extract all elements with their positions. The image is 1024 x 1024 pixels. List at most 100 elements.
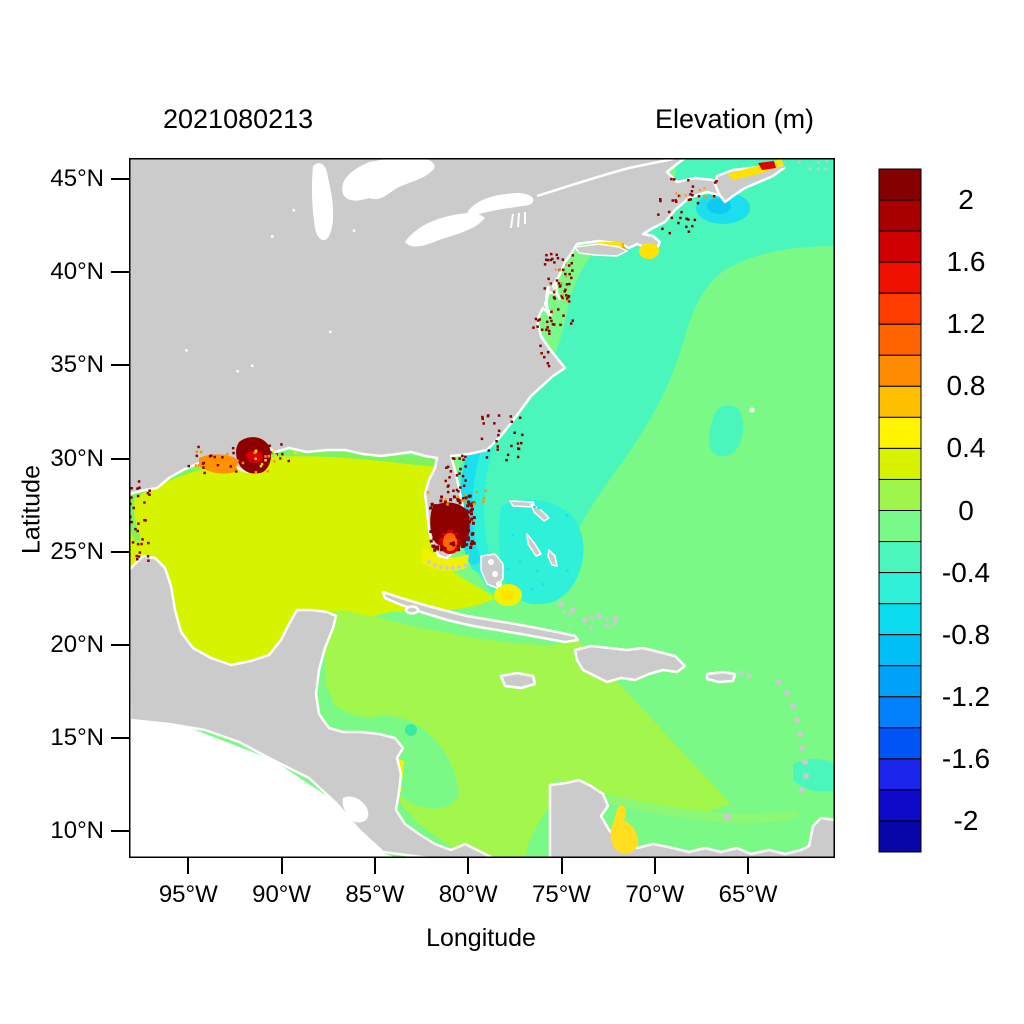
island-eleuthera [526,533,542,557]
island-hispaniola [573,644,687,684]
colorbar-segment [878,323,922,356]
x-tick-mark [560,858,563,874]
plot-border [129,158,835,858]
colorbar-tick-label: 2 [958,184,974,215]
colorbar-segment [878,603,922,636]
colorbar-segment [878,447,922,480]
colorbar-segment [878,416,922,449]
cape-cod-yellow-spot [639,243,659,259]
x-tick-mark [747,858,750,874]
y-tick-label: 40°N [50,258,104,286]
x-tick-mark [373,858,376,874]
bahamas-turquoise-pool [499,499,584,605]
chesapeake-bay [545,285,552,317]
colorbar-segment [878,354,922,387]
x-tick-mark [187,858,190,874]
y-tick-label: 10°N [50,816,104,844]
lake-erie [405,213,485,247]
gulf-of-mexico [129,445,495,664]
colorbar-segment [878,292,922,325]
x-tick-label: 95°W [158,881,218,908]
colorbar-segment [878,789,922,822]
island-jamaica [499,671,537,690]
colorbar-segment [878,820,922,853]
small-island-layer [427,407,809,821]
x-tick-label: 80°W [438,881,498,908]
colorbar-segment [878,696,922,729]
x-tick-label: 70°W [625,881,685,908]
colorbar-segment [878,572,922,605]
colorbar-tick-label: -1.2 [941,680,991,712]
inland-water-layer [311,158,674,823]
lake-nicaragua [342,796,369,823]
y-tick-label: 35°N [50,351,104,379]
x-tick-label: 65°W [718,881,778,908]
y-tick-mark [111,550,129,553]
colorbar-segment [878,261,922,294]
colorbar-segment [878,168,922,201]
colorbar-segment [878,510,922,543]
colorbar-tick-label: 0.8 [946,370,986,402]
colorbar-segment [878,385,922,418]
y-tick-mark [111,364,129,367]
x-tick-mark [280,858,283,874]
colorbar-title: Elevation (m) [655,104,815,134]
colorbar-tick-label: 1.2 [946,308,986,340]
plot-timestamp-title: 2021080213 [163,104,314,134]
colorbar-segment [878,478,922,512]
colorbar [878,168,922,853]
island-cuba [381,590,580,644]
y-tick-mark [111,829,129,832]
y-tick-label: 30°N [50,444,104,472]
bermuda-aqua-patch [708,405,744,457]
colorbar-tick-label: 0.4 [946,432,986,464]
y-axis-title: Latitude [17,465,46,554]
x-tick-label: 75°W [532,881,591,908]
extreme-cells-layer [199,159,784,854]
colorbar-segment [878,665,922,698]
colorbar-segment [878,634,922,667]
y-tick-mark [111,736,129,739]
lake-huron [342,158,435,201]
x-axis-title: Longitude [426,924,536,952]
colorbar-segment [878,230,922,263]
x-tick-mark [653,858,656,874]
colorbar-tick-label: -1.6 [941,742,991,774]
cay-sal-core [501,590,515,600]
mississippi-delta-red-core [245,451,263,463]
y-tick-label: 15°N [50,723,104,751]
colorbar-segment [878,727,922,760]
island-puerto-rico [705,670,737,684]
se-aqua-patch [793,758,835,792]
honduras-aqua-dot [405,724,417,736]
finger-lakes [510,212,526,229]
nova-scotia-red-spot [758,161,776,170]
island-isla-juventud [404,605,420,615]
y-tick-mark [111,178,129,181]
land-south-america [548,778,835,858]
colorbar-segment [878,199,922,232]
lake-michigan [311,163,334,241]
lake-ontario [467,193,534,216]
coastal-speckle-layer [129,159,828,630]
island-cat [547,549,558,567]
y-tick-mark [111,643,129,646]
florida-keys-yellow [421,548,469,571]
y-tick-mark [111,271,129,274]
land-layer [129,158,835,858]
x-tick-label: 90°W [252,881,312,908]
nw-atlantic-tongue [457,158,835,602]
colorbar-segment [878,541,922,574]
colorbar-tick-label: 0 [958,494,974,526]
colorbar-tick-label: 1.6 [946,246,986,278]
colorbar-tick-label: -0.4 [941,556,991,588]
y-tick-label: 45°N [50,165,104,193]
x-tick-mark [467,858,470,874]
y-tick-label: 20°N [50,630,104,658]
map-canvas [129,158,835,858]
colorbar-tick-label: -0.8 [941,618,991,650]
land-mexico-central-america [129,554,495,858]
colorbar-segment [878,758,922,791]
x-tick-label: 85°W [345,881,405,908]
